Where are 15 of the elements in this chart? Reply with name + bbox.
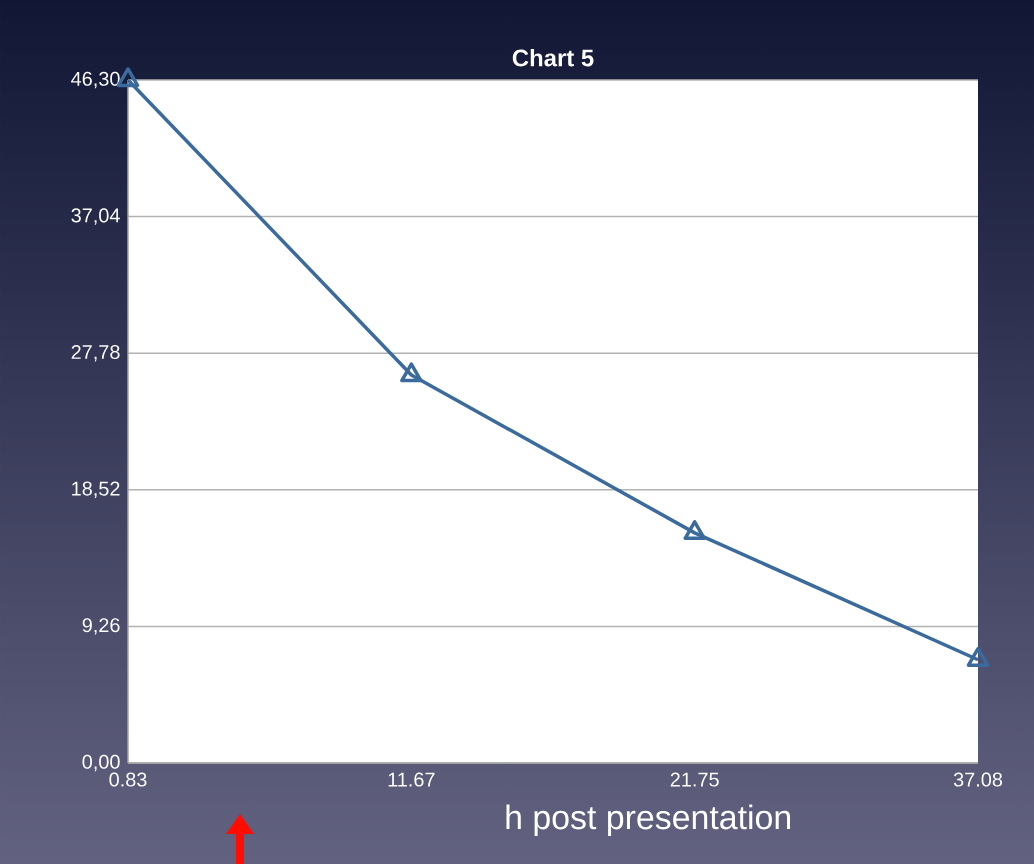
- y-tick-label: 27,78: [71, 344, 120, 362]
- x-tick-label: 11.67: [388, 772, 435, 787]
- point: [966, 646, 990, 667]
- y-tick-label: 46,30: [71, 71, 120, 89]
- point: [400, 362, 423, 383]
- point: [683, 520, 706, 541]
- y-tick-label: 18,52: [72, 481, 120, 499]
- y-tick-label: 37,04: [71, 208, 120, 225]
- chart-title: Chart 5: [512, 48, 594, 67]
- x-axis-title: h post presentation: [506, 804, 791, 837]
- x-tick-label: 37.08: [953, 772, 1003, 787]
- y-tick-label: 9,26: [82, 618, 120, 635]
- x-tick-label: 21.75: [670, 772, 719, 787]
- y-tick-label: 0,00: [82, 754, 120, 772]
- x-tick-label: 0.83: [109, 772, 147, 787]
